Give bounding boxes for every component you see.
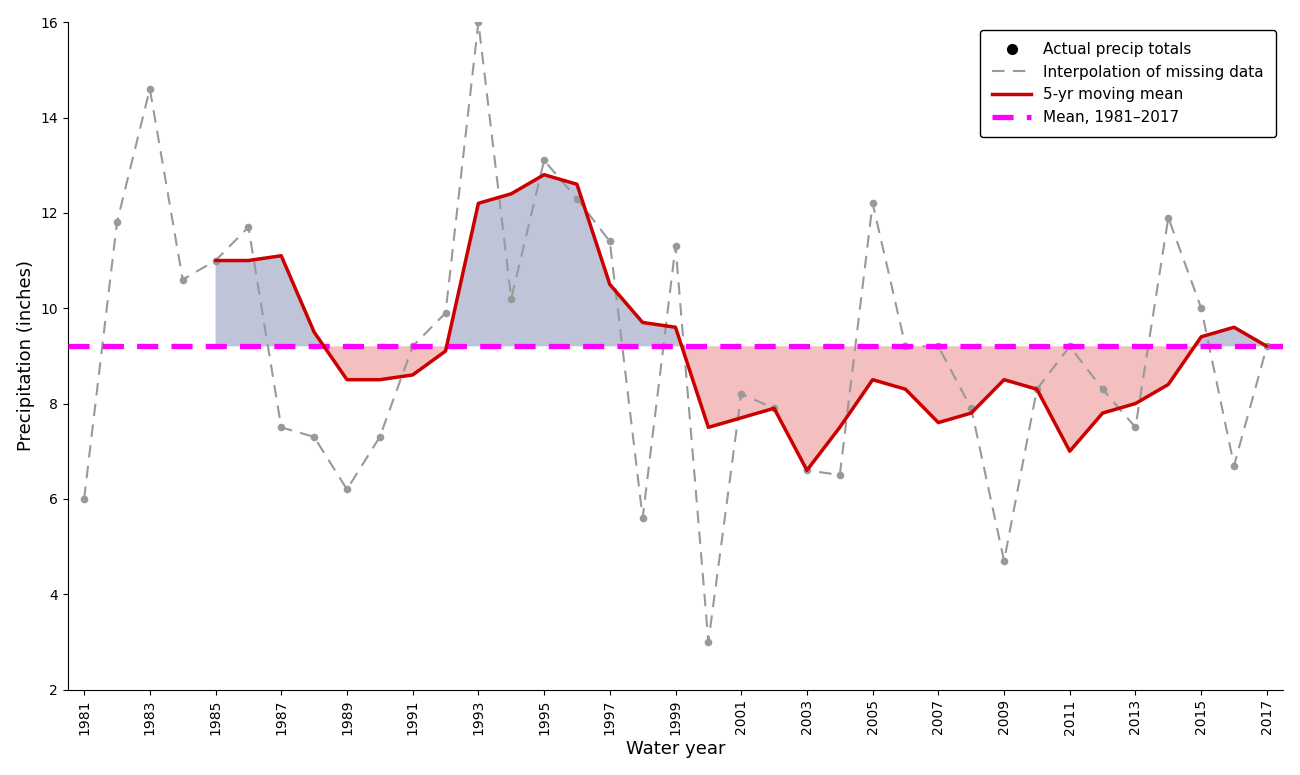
Point (731, 388, 751, 400)
X-axis label: Water year: Water year (625, 740, 725, 758)
Point (205, 254, 226, 267)
Point (468, 16, 489, 29)
Point (928, 340, 949, 353)
Point (107, 216, 127, 229)
Point (993, 555, 1014, 567)
Point (632, 512, 653, 524)
Point (534, 154, 555, 167)
Point (74, 493, 95, 505)
Point (173, 274, 194, 286)
Point (1257, 340, 1278, 353)
Point (402, 340, 422, 353)
Point (1124, 421, 1145, 433)
Point (139, 83, 160, 95)
Point (304, 431, 325, 443)
Point (436, 307, 456, 319)
Point (238, 221, 259, 233)
Point (270, 421, 291, 433)
Point (369, 431, 390, 443)
Point (1223, 460, 1244, 472)
Point (500, 292, 521, 305)
Point (1060, 340, 1080, 353)
Point (862, 197, 883, 209)
Point (763, 402, 784, 415)
Point (1027, 383, 1048, 395)
Point (1191, 302, 1212, 315)
Point (599, 236, 620, 248)
Point (1158, 212, 1179, 224)
Point (961, 402, 982, 415)
Point (1092, 383, 1113, 395)
Point (567, 192, 588, 205)
Point (829, 469, 850, 481)
Y-axis label: Precipitation (inches): Precipitation (inches) (17, 260, 35, 451)
Point (337, 483, 358, 495)
Point (896, 340, 916, 353)
Legend: Actual precip totals, Interpolation of missing data, 5-yr moving mean, Mean, 198: Actual precip totals, Interpolation of m… (980, 29, 1275, 137)
Point (666, 240, 686, 253)
Point (797, 464, 818, 477)
Point (698, 636, 719, 648)
